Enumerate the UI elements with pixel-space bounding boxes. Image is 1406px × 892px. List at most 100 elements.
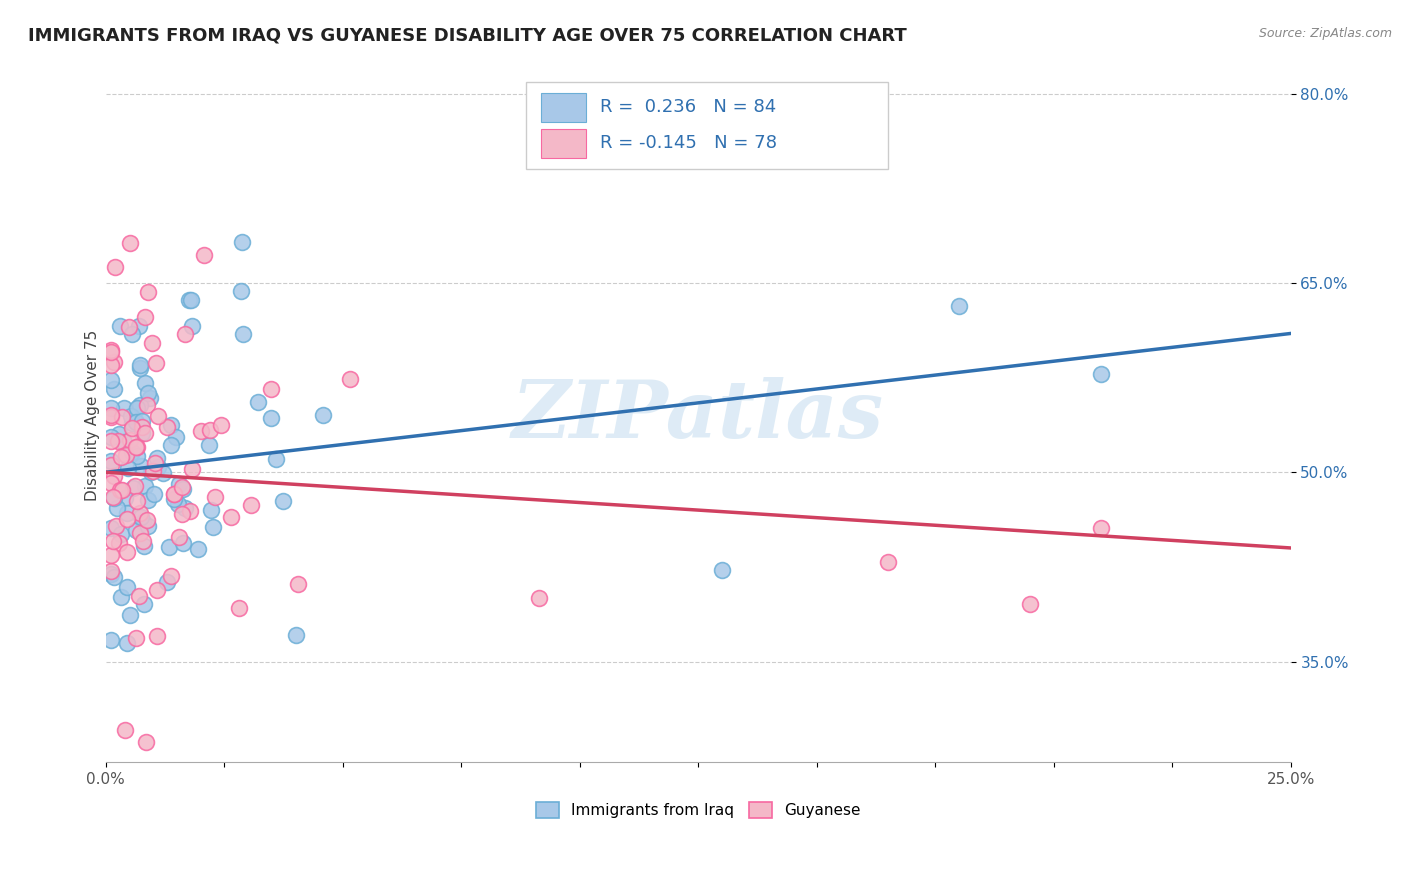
Point [179,504,201,518]
Point [103,382,125,396]
Legend: Immigrants from Iraq, Guyanese: Immigrants from Iraq, Guyanese [530,796,868,824]
Point [172,482,194,496]
Point [271,493,294,508]
Point [1019,597,1042,611]
Point [100,632,122,647]
Point [100,458,122,472]
Point [143,456,166,470]
Point [100,343,122,357]
Point [103,491,125,505]
Point [114,491,136,506]
Text: IMMIGRANTS FROM IRAQ VS GUYANESE DISABILITY AGE OVER 75 CORRELATION CHART: IMMIGRANTS FROM IRAQ VS GUYANESE DISABIL… [28,27,907,45]
Point [177,293,200,307]
Point [266,452,288,467]
Text: Source: ZipAtlas.com: Source: ZipAtlas.com [1258,27,1392,40]
Point [110,483,132,497]
Point [135,735,157,749]
Point [198,423,221,437]
Point [138,285,160,299]
Point [159,418,181,433]
Point [100,373,122,387]
Point [125,416,148,430]
Point [129,509,152,524]
Point [710,563,733,577]
Point [132,539,155,553]
Point [117,461,139,475]
Point [148,409,170,423]
Point [136,492,159,507]
Point [134,376,156,390]
Point [100,548,122,562]
Point [190,424,212,438]
Point [115,448,138,462]
Point [204,490,226,504]
Point [142,464,165,478]
Point [131,420,153,434]
Point [103,355,125,369]
Point [115,511,138,525]
Point [100,430,122,444]
Point [187,541,209,556]
Point [115,636,138,650]
Point [173,500,195,515]
Point [108,426,131,441]
Point [180,293,202,307]
Point [110,527,132,541]
Point [145,356,167,370]
Point [111,483,134,497]
Point [112,401,135,416]
Point [118,320,141,334]
Point [136,398,159,412]
Point [128,319,150,334]
Point [135,512,157,526]
Point [110,450,132,465]
Point [117,506,139,520]
Point [100,410,122,425]
FancyBboxPatch shape [541,128,586,158]
Point [160,438,183,452]
Point [146,460,169,475]
FancyBboxPatch shape [526,82,887,169]
Point [165,430,187,444]
Point [172,536,194,550]
Point [146,450,169,465]
Point [529,591,551,606]
Point [120,434,142,448]
Point [948,299,970,313]
Point [128,358,150,372]
Point [101,533,124,548]
Point [231,235,253,250]
Point [108,535,131,549]
Point [100,475,122,490]
Point [121,416,143,430]
Point [209,417,232,432]
FancyBboxPatch shape [541,93,586,122]
Point [103,570,125,584]
Point [125,440,148,454]
Point [103,490,125,504]
Point [167,476,190,491]
Point [122,481,145,495]
Point [247,395,270,409]
Point [124,632,146,646]
Point [139,465,162,479]
Point [156,574,179,589]
Point [167,497,190,511]
Point [240,498,263,512]
Point [131,425,153,440]
Point [231,326,253,341]
Point [107,434,129,448]
Point [125,440,148,454]
Point [312,409,335,423]
Point [131,534,153,549]
Point [157,540,180,554]
Point [219,509,242,524]
Point [121,445,143,459]
Point [260,382,283,396]
Point [115,581,138,595]
Point [121,421,143,435]
Point [125,494,148,508]
Point [172,480,194,494]
Point [100,434,122,449]
Point [104,519,127,533]
